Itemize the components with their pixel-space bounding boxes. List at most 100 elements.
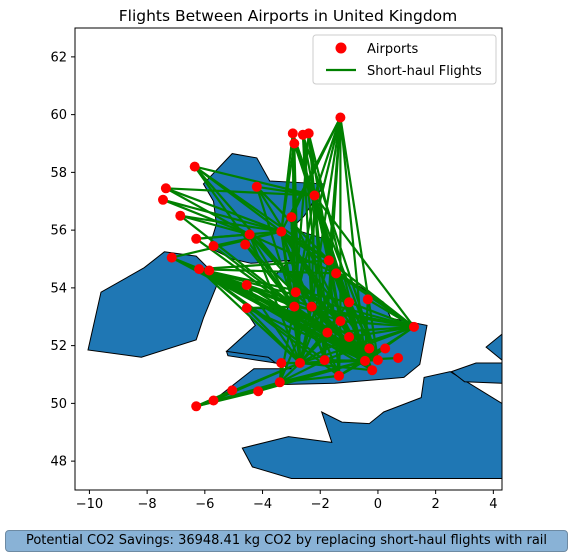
x-tick-label: −2 <box>311 497 330 512</box>
airport-marker <box>166 252 177 263</box>
airport-marker <box>335 112 346 123</box>
airport-marker <box>372 355 383 366</box>
airport-marker <box>160 183 171 194</box>
airport-marker <box>367 365 378 376</box>
flight-route <box>199 268 337 275</box>
airport-marker <box>290 287 301 298</box>
flight-route <box>339 117 367 362</box>
airport-marker <box>362 294 373 305</box>
flight-route <box>367 298 415 328</box>
france-land <box>241 371 502 479</box>
airport-marker <box>323 255 334 266</box>
airport-marker <box>393 353 404 363</box>
flight-route <box>198 268 350 304</box>
flight-route <box>280 230 379 361</box>
x-tick-label: −10 <box>76 497 103 512</box>
flight-route <box>244 243 296 308</box>
flight-route <box>213 361 301 402</box>
flight-route <box>328 259 415 328</box>
airport-marker <box>158 194 168 205</box>
flight-route <box>246 305 295 310</box>
flight-route <box>348 325 415 339</box>
y-tick-label: 56 <box>50 224 67 239</box>
airport-marker <box>175 210 186 221</box>
y-tick-label: 52 <box>50 339 67 354</box>
airport-marker <box>409 321 419 332</box>
flight-route <box>194 165 315 197</box>
flight-route <box>162 198 251 236</box>
flight-route <box>279 359 326 384</box>
airport-marker <box>344 297 355 308</box>
airport-marker <box>204 265 215 276</box>
legend-airports-label: Airports <box>367 42 418 57</box>
x-tick-label: 2 <box>432 497 440 512</box>
airport-marker <box>241 303 252 314</box>
legend: Airports Short-haul Flights <box>312 34 497 85</box>
airport-marker <box>335 316 346 327</box>
x-tick-label: 0 <box>374 497 382 512</box>
x-tick-label: −6 <box>195 497 214 512</box>
flight-route <box>162 198 282 233</box>
airport-marker <box>286 212 297 223</box>
co2-savings-note: Potential CO2 Savings: 36948.41 kg CO2 b… <box>5 530 568 552</box>
flight-route <box>279 374 340 384</box>
x-tick-label: −8 <box>138 497 157 512</box>
airport-marker <box>289 138 300 149</box>
flight-route <box>180 214 282 233</box>
flight-route <box>246 283 295 308</box>
airport-marker <box>241 280 252 290</box>
y-axis: 48 50 52 54 56 58 60 62 <box>50 50 75 470</box>
flights-layer <box>162 116 415 408</box>
flight-route <box>248 233 342 322</box>
x-tick-label: −4 <box>253 497 272 512</box>
flight-route <box>327 260 341 376</box>
x-axis: −10 −8 −6 −4 −2 0 2 4 <box>76 490 497 512</box>
flight-route <box>299 336 350 364</box>
airport-marker <box>289 301 300 312</box>
wales-detail <box>225 350 278 364</box>
airport-marker <box>274 377 285 388</box>
airports-layer <box>158 112 419 412</box>
airport-marker <box>208 241 219 251</box>
airport-marker <box>276 226 287 237</box>
flight-route <box>313 194 415 328</box>
airport-marker <box>331 268 342 279</box>
airport-marker <box>244 229 255 240</box>
y-tick-label: 50 <box>50 397 67 412</box>
legend-box <box>312 34 497 85</box>
flight-route <box>299 361 373 372</box>
flight-route <box>310 306 341 377</box>
y-tick-label: 58 <box>50 166 67 181</box>
airport-marker <box>380 343 391 354</box>
flight-route <box>280 230 342 322</box>
airport-marker <box>344 332 355 342</box>
y-tick-label: 48 <box>50 455 67 470</box>
flight-route <box>327 325 415 334</box>
legend-flights-label: Short-haul Flights <box>367 64 482 79</box>
flight-route <box>348 301 415 328</box>
flight-route <box>171 230 282 259</box>
flight-route <box>298 272 338 364</box>
airport-marker <box>364 343 375 354</box>
flight-route <box>340 320 415 328</box>
flight-route <box>311 305 415 328</box>
y-tick-label: 62 <box>50 50 67 65</box>
airport-marker <box>309 190 320 201</box>
flight-route <box>196 230 282 240</box>
flight-route <box>199 259 329 271</box>
flight-route <box>245 307 301 364</box>
airport-marker <box>360 355 370 366</box>
y-tick-label: 54 <box>50 281 67 296</box>
plot-frame <box>74 27 503 491</box>
flight-route <box>245 284 301 364</box>
airport-marker <box>303 128 314 139</box>
x-tick-label: 4 <box>489 497 497 512</box>
flight-route <box>198 268 301 364</box>
airport-marker <box>191 401 202 412</box>
flight-route <box>256 185 315 197</box>
airport-marker <box>319 355 330 366</box>
airport-marker <box>240 239 251 250</box>
flight-route <box>198 268 415 328</box>
airport-marker <box>189 161 200 172</box>
